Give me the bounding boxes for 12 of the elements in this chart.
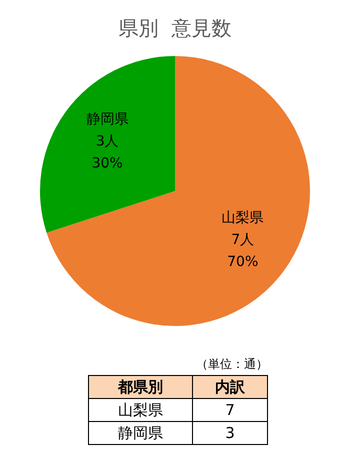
text: 3 <box>192 422 268 444</box>
text: 7 <box>192 398 268 422</box>
chart-title: 県別 意見数 <box>118 16 232 40</box>
category-label: 静岡県 <box>118 424 163 442</box>
text: 内訳 <box>192 376 268 398</box>
text: （単位：通） <box>195 356 268 373</box>
slice-label: 山梨県 <box>88 398 192 422</box>
text: 都県別 <box>88 376 192 398</box>
data-label: 7人 70% <box>227 232 258 270</box>
slice-label: 静岡県 <box>86 111 128 128</box>
slice-label: 山梨県 <box>222 210 264 226</box>
data-label: 3人 30% <box>92 133 123 172</box>
